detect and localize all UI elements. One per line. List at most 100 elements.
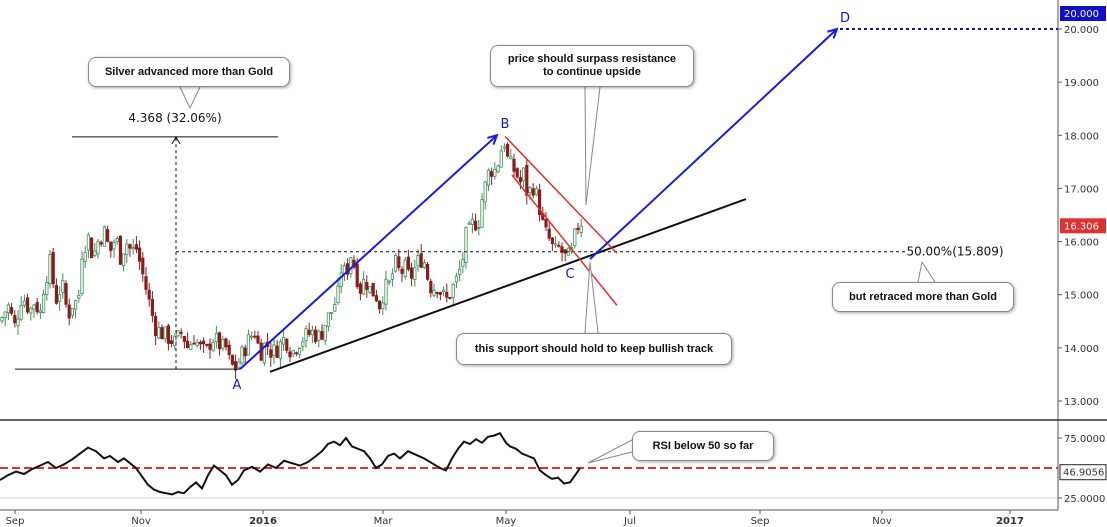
candle-body xyxy=(518,177,523,183)
candle-body xyxy=(9,307,14,314)
candle-body xyxy=(451,283,455,298)
candle-body xyxy=(230,354,234,365)
candle-body xyxy=(297,347,302,355)
candle-body xyxy=(473,220,478,231)
candle-body xyxy=(173,335,177,347)
x-tick-label: May xyxy=(496,516,517,527)
candle-body xyxy=(505,143,510,157)
candle-body xyxy=(515,168,519,178)
note-rsi-text: RSI below 50 so far xyxy=(652,439,754,452)
candle-body xyxy=(93,250,97,257)
candle-body xyxy=(547,228,551,239)
fib-label: 50.00%(15.809) xyxy=(906,245,1003,259)
candle-body xyxy=(304,328,308,342)
candle-body xyxy=(320,331,324,340)
x-tick-label: 2016 xyxy=(249,516,277,527)
price-tick-label: 19.000 xyxy=(1064,78,1099,89)
candle-body xyxy=(61,279,65,293)
candle-body xyxy=(326,312,331,327)
measure-label: 4.368 (32.06%) xyxy=(128,111,221,125)
candle-body xyxy=(310,329,315,336)
candle-body xyxy=(137,247,142,262)
x-axis-ticks: Sep Nov 2016 Mar May Jul Sep Nov 2017 xyxy=(6,510,1024,527)
candle-body xyxy=(29,307,33,314)
candle-body xyxy=(429,280,433,294)
wave-labels: A B C D xyxy=(233,11,850,393)
candle-body xyxy=(493,168,497,177)
candle-body xyxy=(486,170,491,186)
x-tick-label: Sep xyxy=(751,516,770,527)
candle-body xyxy=(409,267,414,279)
candle-body xyxy=(112,242,116,250)
candle-body xyxy=(377,300,382,310)
note-support: this support should hold to keep bullish… xyxy=(456,333,732,365)
candle-body xyxy=(387,280,391,283)
x-tick-label: Nov xyxy=(872,516,892,527)
candle-body xyxy=(25,297,30,313)
candle-body xyxy=(457,268,462,275)
candle-body xyxy=(470,218,475,225)
candle-body xyxy=(54,285,59,304)
candle-body xyxy=(195,341,199,346)
rsi-tick-label: 75.0000 xyxy=(1064,434,1105,445)
candle-body xyxy=(557,244,561,247)
wave-label-b: B xyxy=(501,117,510,132)
candle-body xyxy=(477,226,481,229)
candle-body xyxy=(355,263,359,288)
candle-body xyxy=(528,187,532,193)
candle-body xyxy=(464,226,468,263)
price-tick-label: 15.000 xyxy=(1064,291,1099,302)
candle-body xyxy=(51,251,55,285)
candle-body xyxy=(525,164,529,196)
candle-body xyxy=(217,332,222,350)
candle-body xyxy=(118,235,122,265)
candle-body xyxy=(307,329,311,335)
candle-body xyxy=(467,222,471,225)
candle-body xyxy=(381,302,385,309)
candle-body xyxy=(115,238,119,242)
candle-body xyxy=(496,165,500,173)
candle-body xyxy=(185,340,190,349)
last-price-badge-bg xyxy=(1060,218,1106,234)
candle-body xyxy=(189,344,193,350)
note-resistance-text: price should surpass resistance to conti… xyxy=(507,53,677,78)
candle-body xyxy=(269,349,273,358)
target-price-badge-text: 20.000 xyxy=(1064,9,1099,20)
candle-body xyxy=(425,263,430,280)
candle-body xyxy=(131,247,135,249)
candle-body xyxy=(237,361,241,369)
wave-cd-arrow xyxy=(589,28,838,260)
candle-body xyxy=(211,342,215,351)
candle-body xyxy=(179,331,183,334)
candle-body xyxy=(150,299,154,316)
candle-body xyxy=(483,181,487,203)
wave-label-a: A xyxy=(233,378,242,393)
candle-body xyxy=(70,308,74,316)
candle-body xyxy=(285,338,289,351)
candle-body xyxy=(531,188,535,196)
candle-body xyxy=(227,344,231,355)
candle-body xyxy=(243,347,247,357)
candle-body xyxy=(19,305,23,320)
note-resistance: price should surpass resistance to conti… xyxy=(490,45,694,87)
candle-body xyxy=(480,199,484,228)
candle-body xyxy=(416,255,420,267)
callout-pointer-support xyxy=(584,261,599,334)
price-badges: 20.000 16.306 xyxy=(1060,6,1106,234)
candle-body xyxy=(67,304,71,319)
candle-body xyxy=(32,304,36,310)
candle-body xyxy=(102,226,106,247)
candle-body xyxy=(509,156,513,160)
candle-body xyxy=(403,259,407,277)
callout-pointer-silver xyxy=(179,86,201,110)
price-tick-label: 13.000 xyxy=(1064,397,1099,408)
target-price-badge-bg xyxy=(1060,6,1106,21)
rsi-y-ticks: 25.0000 75.0000 xyxy=(0,434,1105,505)
candle-body xyxy=(169,340,174,344)
x-tick-label: Mar xyxy=(374,516,394,527)
candle-body xyxy=(176,330,180,337)
rsi-panel: 25.0000 75.0000 46.9056 xyxy=(0,431,1107,511)
candle-body xyxy=(96,241,100,255)
candle-body xyxy=(125,243,129,255)
candle-body xyxy=(544,219,548,228)
